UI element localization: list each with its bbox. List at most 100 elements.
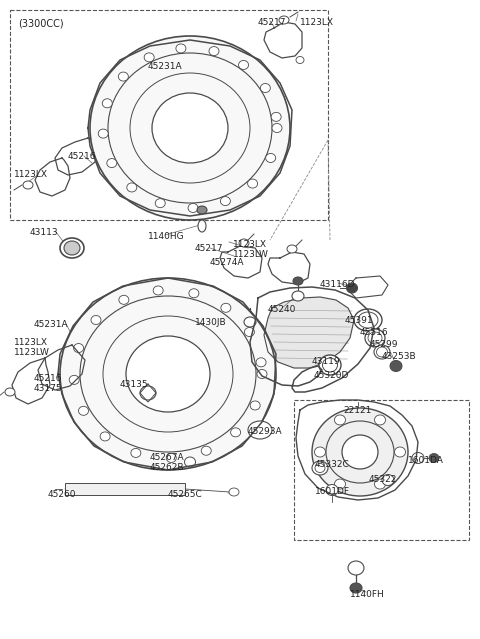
Text: 1140HG: 1140HG: [148, 232, 185, 241]
Ellipse shape: [119, 72, 128, 81]
Text: 45231A: 45231A: [148, 62, 182, 71]
Ellipse shape: [319, 355, 341, 375]
Ellipse shape: [201, 446, 211, 455]
Ellipse shape: [374, 415, 385, 425]
Ellipse shape: [395, 447, 406, 457]
Text: 45320D: 45320D: [314, 371, 349, 380]
Ellipse shape: [79, 406, 88, 415]
Ellipse shape: [292, 291, 304, 301]
Ellipse shape: [272, 123, 282, 132]
Text: 1123LX: 1123LX: [233, 240, 267, 249]
Ellipse shape: [220, 197, 230, 206]
Ellipse shape: [374, 479, 385, 489]
Text: 45516: 45516: [360, 328, 389, 337]
Ellipse shape: [126, 336, 210, 412]
Ellipse shape: [412, 452, 424, 463]
Ellipse shape: [98, 129, 108, 138]
Ellipse shape: [287, 245, 297, 253]
Ellipse shape: [184, 457, 195, 467]
Ellipse shape: [279, 16, 289, 24]
Ellipse shape: [239, 61, 249, 70]
Text: 1123LW: 1123LW: [233, 250, 269, 259]
Ellipse shape: [221, 304, 231, 312]
Text: 45231A: 45231A: [34, 320, 69, 329]
Ellipse shape: [335, 415, 346, 425]
Ellipse shape: [250, 401, 260, 410]
Bar: [294, 400, 469, 540]
Text: 45262B: 45262B: [150, 463, 184, 472]
Text: 43113: 43113: [30, 228, 59, 237]
Text: 22121: 22121: [343, 406, 372, 415]
Text: 1601DF: 1601DF: [315, 487, 350, 496]
Text: 45216: 45216: [34, 374, 62, 383]
Ellipse shape: [152, 93, 228, 163]
Text: 1140FH: 1140FH: [350, 590, 385, 599]
Ellipse shape: [188, 203, 198, 212]
Ellipse shape: [347, 283, 358, 293]
Ellipse shape: [69, 375, 79, 385]
Text: 45240: 45240: [268, 305, 296, 314]
Ellipse shape: [293, 277, 303, 285]
Ellipse shape: [229, 488, 239, 496]
Text: 45265C: 45265C: [168, 490, 203, 499]
Ellipse shape: [60, 278, 276, 470]
Ellipse shape: [155, 199, 165, 208]
Ellipse shape: [119, 295, 129, 304]
Text: 43116D: 43116D: [320, 280, 356, 289]
Ellipse shape: [176, 44, 186, 53]
Ellipse shape: [64, 241, 80, 255]
Ellipse shape: [429, 454, 439, 463]
Ellipse shape: [244, 328, 254, 337]
Text: 43175: 43175: [34, 384, 62, 393]
Ellipse shape: [140, 386, 156, 400]
Text: 1123LX: 1123LX: [14, 170, 48, 179]
Text: 45217: 45217: [258, 18, 287, 27]
Bar: [10, 10, 328, 220]
Ellipse shape: [326, 484, 338, 495]
Ellipse shape: [73, 344, 84, 353]
Ellipse shape: [382, 475, 394, 486]
Ellipse shape: [153, 286, 163, 295]
Ellipse shape: [390, 360, 402, 371]
Text: 45217: 45217: [195, 244, 224, 253]
Ellipse shape: [271, 112, 281, 121]
Ellipse shape: [90, 36, 290, 220]
Ellipse shape: [354, 309, 382, 331]
Ellipse shape: [296, 56, 304, 63]
Ellipse shape: [239, 239, 249, 247]
Ellipse shape: [257, 369, 267, 378]
Ellipse shape: [260, 84, 270, 93]
Text: 45216: 45216: [68, 152, 96, 161]
Text: 45299: 45299: [370, 340, 398, 349]
Ellipse shape: [198, 220, 206, 232]
Ellipse shape: [265, 153, 276, 162]
Ellipse shape: [335, 479, 346, 489]
Ellipse shape: [127, 183, 137, 192]
Ellipse shape: [256, 358, 266, 367]
Text: 45260: 45260: [48, 490, 76, 499]
Text: (3300CC): (3300CC): [18, 18, 64, 28]
Ellipse shape: [365, 329, 385, 347]
Ellipse shape: [244, 317, 256, 327]
Ellipse shape: [197, 206, 207, 214]
Text: 1123LW: 1123LW: [14, 348, 50, 357]
Text: 45267A: 45267A: [150, 453, 185, 462]
Ellipse shape: [248, 421, 272, 439]
Text: 1123LX: 1123LX: [14, 338, 48, 347]
Ellipse shape: [209, 47, 219, 56]
Text: 1430JB: 1430JB: [195, 318, 227, 327]
Text: 1601DA: 1601DA: [408, 456, 444, 465]
Text: 43253B: 43253B: [382, 352, 417, 361]
Polygon shape: [264, 297, 354, 368]
Text: 45332C: 45332C: [315, 460, 350, 469]
Ellipse shape: [102, 99, 112, 108]
Text: 1123LX: 1123LX: [300, 18, 334, 27]
Ellipse shape: [230, 428, 240, 437]
Text: 43135: 43135: [120, 380, 149, 389]
Ellipse shape: [23, 181, 33, 189]
Ellipse shape: [374, 345, 390, 359]
Ellipse shape: [60, 238, 84, 258]
Ellipse shape: [342, 435, 378, 469]
Ellipse shape: [144, 53, 154, 62]
Ellipse shape: [312, 408, 408, 496]
